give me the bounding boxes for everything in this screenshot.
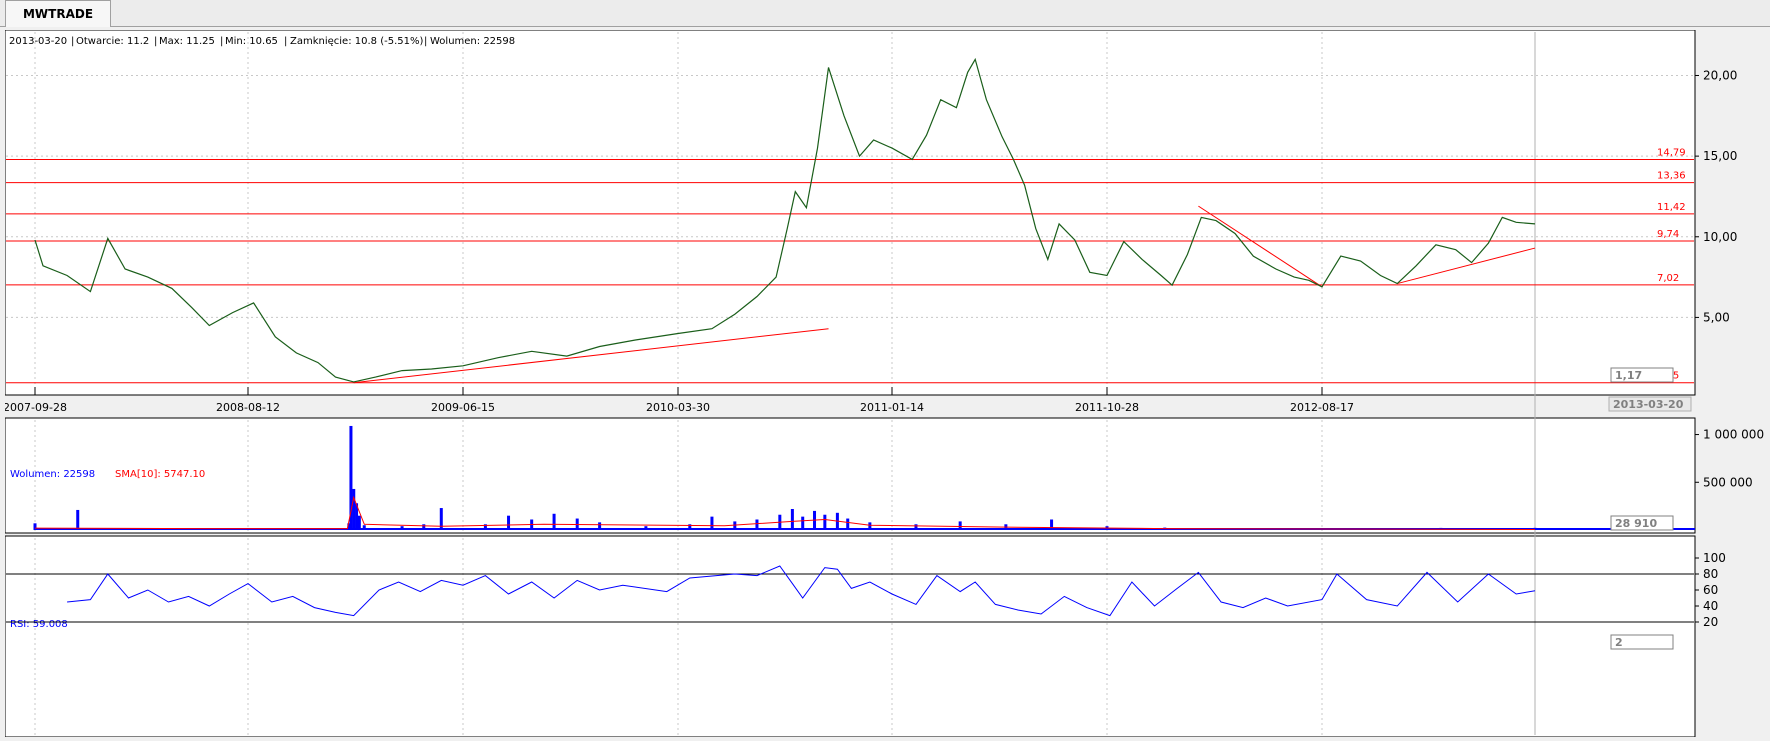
rsi-line	[67, 565, 1536, 617]
info-sep-1: |	[71, 36, 74, 47]
volume-bar	[688, 524, 692, 530]
support-level-label: 14,79	[1657, 148, 1686, 159]
volume-bar	[33, 523, 37, 530]
volume-bar	[598, 522, 602, 530]
x-tick-label: 2008-08-12	[216, 401, 280, 414]
volume-badge-box	[1610, 515, 1674, 531]
rsi-badge-value: 2	[1615, 636, 1623, 649]
info-close: Zamknięcie: 10.8 (-5.51%)	[290, 36, 423, 47]
price-badge-value: 1,17	[1615, 369, 1642, 382]
price-panel	[4, 29, 1696, 396]
rsi-y-tick-label: 80	[1703, 567, 1718, 581]
support-level-label: 7,02	[1657, 273, 1679, 284]
volume-bar	[710, 516, 714, 530]
price-y-tick-label: 5,00	[1703, 310, 1730, 324]
info-date: 2013-03-20	[9, 36, 67, 47]
tab-mwtrade[interactable]: MWTRADE	[5, 0, 111, 27]
rsi-badge-box	[1610, 634, 1674, 650]
trend-line	[353, 328, 829, 384]
volume-y-tick-label: 1 000 000	[1703, 428, 1764, 442]
trend-line	[1397, 247, 1536, 285]
volume-bar	[790, 509, 794, 530]
volume-layer: 500 000 1 000 000 28 910	[33, 425, 1764, 531]
volume-bar	[355, 503, 359, 530]
volume-badge-value: 28 910	[1615, 517, 1657, 530]
info-sep-2: |	[154, 36, 157, 47]
volume-bar	[958, 521, 962, 530]
volume-y-tick-label: 500 000	[1703, 475, 1753, 489]
price-badge-box	[1610, 367, 1674, 383]
volume-bar	[801, 516, 805, 530]
price-y-tick-label: 10,00	[1703, 230, 1737, 244]
rsi-y-tick-label: 40	[1703, 599, 1718, 613]
volume-bar	[823, 514, 827, 530]
trend-line	[1198, 205, 1323, 288]
volume-bar	[507, 515, 511, 530]
price-y-tick-label: 15,00	[1703, 149, 1737, 163]
x-tick-label: 2007-09-28	[5, 401, 67, 414]
x-tick-label: 2012-08-17	[1290, 401, 1354, 414]
rsi-legend: RSI: 59.008	[10, 619, 68, 630]
volume-bar	[352, 488, 356, 530]
volume-panel	[4, 417, 1696, 534]
info-volume: Wolumen: 22598	[430, 36, 515, 47]
volume-bar	[349, 425, 353, 530]
x-tick-label: 2011-01-14	[860, 401, 924, 414]
chart-area[interactable]: 2013-03-20 | Otwarcie: 11.2 | Max: 11.25…	[3, 29, 1770, 738]
chart-svg[interactable]: 2013-03-20 | Otwarcie: 11.2 | Max: 11.25…	[3, 29, 1770, 738]
volume-bar	[733, 521, 737, 530]
rsi-y-tick-label: 20	[1703, 615, 1718, 629]
volume-bar	[914, 524, 918, 530]
price-layer: 5,00 10,00 15,00 20,00 14,79 13,36 11,42 9,74 7,…	[6, 57, 1737, 412]
x-tick-label: 2011-10-28	[1075, 401, 1139, 414]
volume-bar	[552, 513, 556, 530]
info-sep-3: |	[220, 36, 223, 47]
rsi-y-tick-label: 60	[1703, 583, 1718, 597]
tab-bar: MWTRADE	[0, 0, 1770, 27]
info-open: Otwarcie: 11.2	[76, 36, 149, 47]
volume-bar	[347, 523, 351, 530]
x-tick-label: 2009-06-15	[431, 401, 495, 414]
volume-bar	[1050, 519, 1054, 530]
volume-bar	[868, 522, 872, 530]
volume-bar	[422, 524, 426, 530]
info-max: Max: 11.25	[159, 36, 215, 47]
volume-bar	[357, 515, 361, 530]
info-sep-4: |	[284, 36, 287, 47]
grid-layer	[6, 32, 1694, 735]
x-tick-label: 2010-03-30	[646, 401, 710, 414]
rsi-layer: 20 40 60 80 100 2	[6, 551, 1726, 650]
price-y-tick-label: 20,00	[1703, 68, 1737, 82]
support-level-label: 13,36	[1657, 171, 1686, 182]
volume-bar	[439, 508, 443, 530]
volume-bar	[362, 525, 366, 530]
volume-bar	[846, 518, 850, 530]
support-level-label: 9,74	[1657, 229, 1679, 240]
date-badge-value: 2013-03-20	[1613, 398, 1684, 411]
volume-legend-sma: SMA[10]: 5747.10	[115, 469, 205, 480]
rsi-y-tick-label: 100	[1703, 551, 1726, 565]
volume-legend-volume: Wolumen: 22598	[10, 469, 95, 480]
price-line	[34, 57, 1536, 383]
info-sep-5: |	[424, 36, 427, 47]
sma-line	[34, 495, 1536, 530]
volume-bar	[76, 509, 80, 530]
x-axis: 2007-09-28 2008-08-12 2009-06-15 2010-03-30…	[3, 387, 1354, 414]
date-badge-box	[1608, 396, 1692, 412]
volume-bar	[483, 524, 487, 530]
info-min: Min: 10.65	[225, 36, 278, 47]
support-level-label: 11,42	[1657, 202, 1686, 213]
volume-bar	[755, 519, 759, 530]
rsi-panel	[4, 535, 1696, 738]
